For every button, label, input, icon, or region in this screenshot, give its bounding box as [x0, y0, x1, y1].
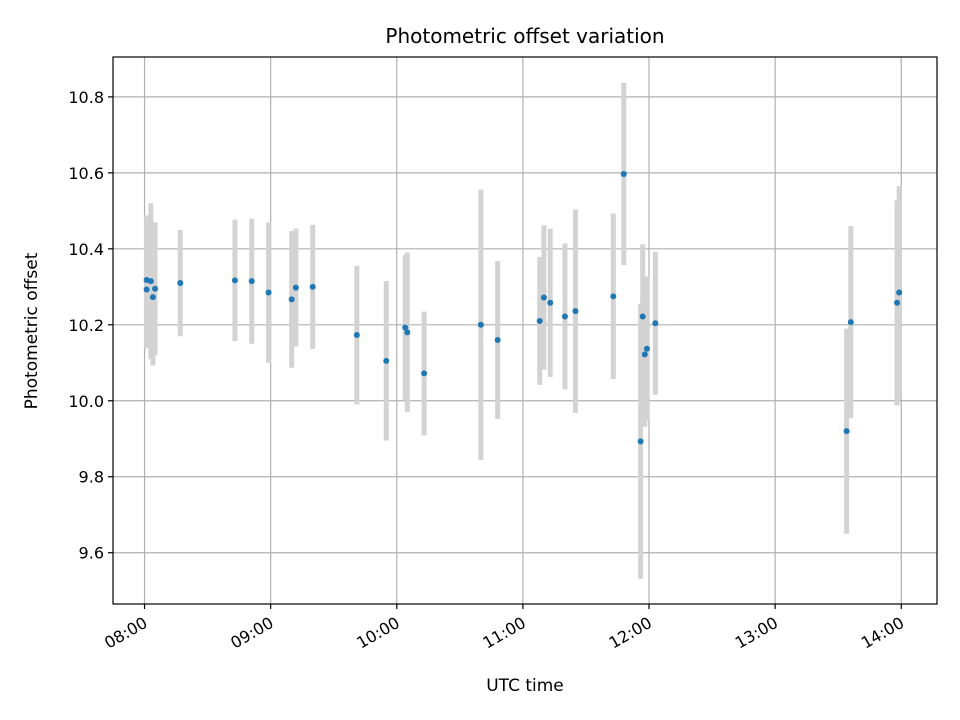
data-point: [572, 308, 579, 315]
data-point: [477, 321, 484, 328]
y-tick-label: 10.4: [68, 240, 104, 259]
data-point: [177, 280, 184, 287]
data-point: [288, 296, 295, 303]
data-point: [147, 278, 154, 285]
data-point: [152, 285, 159, 292]
data-point: [652, 320, 659, 327]
y-tick-label: 10.6: [68, 164, 104, 183]
data-point: [540, 294, 547, 301]
data-point: [402, 324, 409, 331]
data-point: [847, 319, 854, 326]
y-tick-label: 10.8: [68, 88, 104, 107]
data-point: [149, 294, 156, 301]
data-point: [561, 313, 568, 320]
data-point: [143, 286, 150, 293]
plot-area-frame: [112, 56, 938, 605]
x-axis-title: UTC time: [486, 676, 564, 696]
data-point: [643, 345, 650, 352]
data-point: [894, 299, 901, 306]
data-points: [143, 170, 903, 445]
data-point: [610, 293, 617, 300]
y-axis: 9.6 9.8 10.0 10.2 10.4 10.6 10.8: [68, 88, 113, 563]
data-point: [353, 332, 360, 339]
y-tick-label: 10.0: [68, 392, 104, 411]
chart-title: Photometric offset variation: [385, 24, 664, 48]
data-point: [536, 318, 543, 325]
data-point: [231, 277, 238, 284]
y-tick-label: 9.6: [79, 544, 104, 563]
data-point: [383, 357, 390, 364]
data-point: [641, 351, 648, 358]
y-axis-title: Photometric offset: [22, 252, 42, 409]
data-point: [265, 289, 272, 296]
data-point: [248, 278, 255, 285]
data-point: [896, 289, 903, 296]
data-point: [620, 170, 627, 177]
data-point: [547, 299, 554, 306]
data-point: [309, 283, 316, 290]
y-tick-label: 9.8: [79, 468, 104, 487]
data-point: [639, 313, 646, 320]
data-point: [494, 336, 501, 343]
data-point: [637, 438, 644, 445]
data-point: [404, 329, 411, 336]
y-tick-label: 10.2: [68, 316, 104, 335]
data-point: [843, 428, 850, 435]
data-point: [292, 284, 299, 291]
grid-lines: [113, 57, 937, 604]
data-point: [421, 370, 428, 377]
